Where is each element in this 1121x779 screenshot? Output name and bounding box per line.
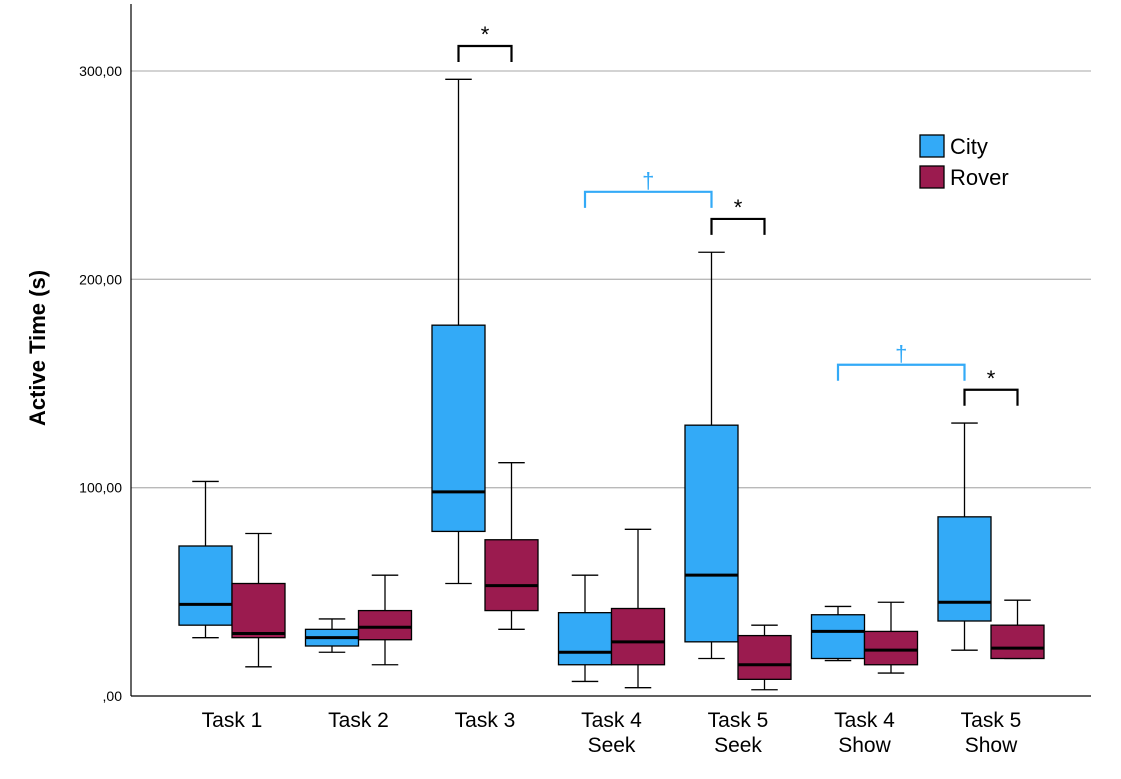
box-plot-series <box>178 78 1045 691</box>
box-body <box>610 607 666 666</box>
box-rover-1 <box>231 532 286 668</box>
y-tick-label: 300,00 <box>79 63 122 79</box>
x-category-sublabel: Show <box>838 734 891 757</box>
box-rover-4 <box>610 528 666 689</box>
axes <box>130 4 1091 697</box>
box-body <box>684 424 739 643</box>
significance-annotations: * * * † † <box>457 22 1019 406</box>
box-body <box>231 582 286 639</box>
significance-bracket: † <box>583 168 713 208</box>
significance-label: * <box>987 366 996 391</box>
significance-bracket: * <box>710 195 766 235</box>
x-category-label: Task 3 <box>455 709 516 732</box>
box-city-6 <box>810 605 866 662</box>
box-rover-3 <box>484 462 539 630</box>
x-category-sublabel: Seek <box>714 734 762 757</box>
box-city-7 <box>937 422 992 651</box>
box-body <box>178 545 233 626</box>
box-body <box>431 324 486 533</box>
box-body <box>863 630 919 666</box>
x-category-label: Task 5 <box>708 709 769 732</box>
box-rover-6 <box>863 601 919 674</box>
box-body <box>737 634 792 680</box>
bracket-line <box>583 190 713 208</box>
box-rover-2 <box>357 574 413 666</box>
gridlines <box>131 70 1091 489</box>
box-body <box>990 624 1045 660</box>
x-category-label: Task 2 <box>328 709 389 732</box>
box-body <box>937 516 992 622</box>
y-axis-title: Active Time (s) <box>25 270 50 426</box>
box-body <box>810 614 866 660</box>
legend-label-rover: Rover <box>950 165 1009 190</box>
x-category-label: Task 1 <box>202 709 263 732</box>
x-category-label: Task 4 <box>581 709 642 732</box>
significance-label: * <box>481 22 490 47</box>
legend-swatch-rover <box>919 165 945 189</box>
y-tick-labels: ,00 100,00 200,00 300,00 <box>79 63 122 704</box>
significance-bracket: * <box>457 22 513 62</box>
box-city-5 <box>684 251 739 660</box>
bracket-line <box>710 217 766 235</box>
bracket-line <box>836 363 966 381</box>
x-category-sublabel: Seek <box>588 734 636 757</box>
box-city-3 <box>431 78 486 585</box>
box-body <box>357 609 413 641</box>
x-category-label: Task 5 <box>961 709 1022 732</box>
bracket-line <box>963 388 1019 406</box>
significance-label: † <box>895 341 907 366</box>
y-tick-label: 100,00 <box>79 480 122 496</box>
legend: City Rover <box>919 134 1009 190</box>
significance-label: * <box>734 195 743 220</box>
box-body <box>557 612 613 666</box>
box-rover-7 <box>990 599 1045 660</box>
y-tick-label: ,00 <box>103 688 123 704</box>
box-city-2 <box>304 618 360 653</box>
x-category-label: Task 4 <box>834 709 895 732</box>
legend-swatch-city <box>919 134 945 158</box>
x-category-sublabel: Show <box>965 734 1018 757</box>
box-city-1 <box>178 480 233 639</box>
box-city-4 <box>557 574 613 683</box>
bracket-line <box>457 44 513 62</box>
legend-label-city: City <box>950 134 988 159</box>
y-tick-label: 200,00 <box>79 271 122 287</box>
box-rover-5 <box>737 624 792 691</box>
significance-label: † <box>642 168 654 193</box>
significance-bracket: * <box>963 366 1019 406</box>
significance-bracket: † <box>836 341 966 381</box>
box-body <box>484 539 539 612</box>
